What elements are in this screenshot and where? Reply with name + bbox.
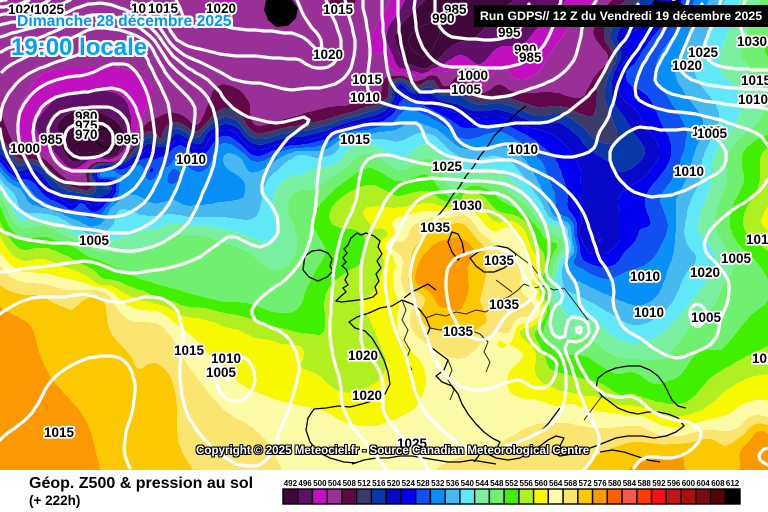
svg-text:1015: 1015 (174, 343, 205, 358)
svg-text:1020: 1020 (348, 348, 378, 363)
svg-text:536: 536 (446, 479, 460, 488)
svg-text:1015: 1015 (340, 132, 371, 147)
svg-text:1010: 1010 (211, 351, 241, 366)
svg-text:1030: 1030 (737, 34, 767, 49)
svg-text:540: 540 (461, 479, 475, 488)
svg-text:1035: 1035 (484, 253, 515, 268)
svg-text:544: 544 (475, 479, 489, 488)
svg-text:990: 990 (514, 42, 537, 57)
svg-text:1005: 1005 (697, 126, 728, 141)
svg-text:528: 528 (416, 479, 430, 488)
svg-text:1020: 1020 (672, 58, 702, 73)
svg-text:1005: 1005 (451, 82, 482, 97)
svg-text:1035: 1035 (489, 297, 520, 312)
svg-text:1010: 1010 (508, 142, 538, 157)
svg-text:592: 592 (652, 479, 666, 488)
svg-text:995: 995 (498, 25, 521, 40)
svg-text:496: 496 (298, 479, 312, 488)
svg-text:560: 560 (534, 479, 548, 488)
svg-text:1025: 1025 (397, 436, 428, 451)
svg-text:1025: 1025 (432, 159, 463, 174)
svg-text:970: 970 (75, 127, 98, 142)
svg-text:1010: 1010 (131, 1, 161, 16)
svg-text:612: 612 (726, 479, 740, 488)
svg-text:1005: 1005 (79, 233, 110, 248)
svg-text:580: 580 (608, 479, 622, 488)
svg-text:492: 492 (284, 479, 298, 488)
svg-text:1020: 1020 (8, 2, 38, 17)
svg-text:500: 500 (313, 479, 327, 488)
svg-text:1010: 1010 (674, 164, 704, 179)
svg-text:532: 532 (431, 479, 445, 488)
svg-text:1030: 1030 (452, 198, 482, 213)
svg-text:600: 600 (682, 479, 696, 488)
svg-text:1010: 1010 (176, 152, 206, 167)
svg-text:1000: 1000 (458, 68, 488, 83)
svg-text:985: 985 (444, 2, 467, 17)
svg-text:1010: 1010 (630, 269, 660, 284)
svg-text:1035: 1035 (443, 324, 474, 339)
svg-text:1005: 1005 (692, 124, 723, 139)
svg-text:548: 548 (490, 479, 504, 488)
svg-text:572: 572 (579, 479, 593, 488)
svg-text:568: 568 (564, 479, 578, 488)
svg-text:985: 985 (519, 50, 542, 65)
svg-text:576: 576 (593, 479, 607, 488)
svg-text:1000: 1000 (10, 141, 40, 156)
svg-text:524: 524 (402, 479, 416, 488)
svg-text:588: 588 (638, 479, 652, 488)
svg-text:1010: 1010 (634, 305, 664, 320)
svg-text:1020: 1020 (352, 388, 382, 403)
svg-text:512: 512 (357, 479, 371, 488)
svg-text:1005: 1005 (721, 251, 752, 266)
svg-text:1005: 1005 (206, 365, 237, 380)
svg-text:1025: 1025 (34, 2, 65, 17)
svg-text:1015: 1015 (148, 1, 179, 16)
svg-text:1020: 1020 (206, 1, 236, 16)
svg-text:1015: 1015 (752, 351, 768, 366)
svg-text:520: 520 (387, 479, 401, 488)
svg-text:1020: 1020 (313, 47, 343, 62)
svg-text:975: 975 (75, 118, 98, 133)
svg-text:608: 608 (711, 479, 725, 488)
svg-text:1015: 1015 (44, 425, 75, 440)
svg-text:1015: 1015 (746, 232, 768, 247)
svg-text:584: 584 (623, 479, 637, 488)
svg-text:1010: 1010 (350, 90, 380, 105)
svg-text:1020: 1020 (690, 265, 720, 280)
svg-text:564: 564 (549, 479, 563, 488)
svg-text:995: 995 (116, 132, 139, 147)
svg-text:1035: 1035 (420, 220, 451, 235)
svg-text:596: 596 (667, 479, 681, 488)
svg-text:552: 552 (505, 479, 519, 488)
svg-text:516: 516 (372, 479, 386, 488)
svg-text:1005: 1005 (691, 310, 722, 325)
svg-text:985: 985 (40, 132, 63, 147)
svg-text:1015: 1015 (741, 73, 768, 88)
svg-text:1015: 1015 (352, 72, 383, 87)
svg-text:990: 990 (432, 11, 455, 26)
svg-text:604: 604 (696, 479, 710, 488)
svg-text:556: 556 (520, 479, 534, 488)
svg-text:1010: 1010 (738, 92, 768, 107)
svg-text:508: 508 (343, 479, 357, 488)
svg-text:504: 504 (328, 479, 342, 488)
svg-text:980: 980 (75, 109, 98, 124)
svg-text:1025: 1025 (688, 45, 719, 60)
svg-text:1015: 1015 (323, 2, 354, 17)
